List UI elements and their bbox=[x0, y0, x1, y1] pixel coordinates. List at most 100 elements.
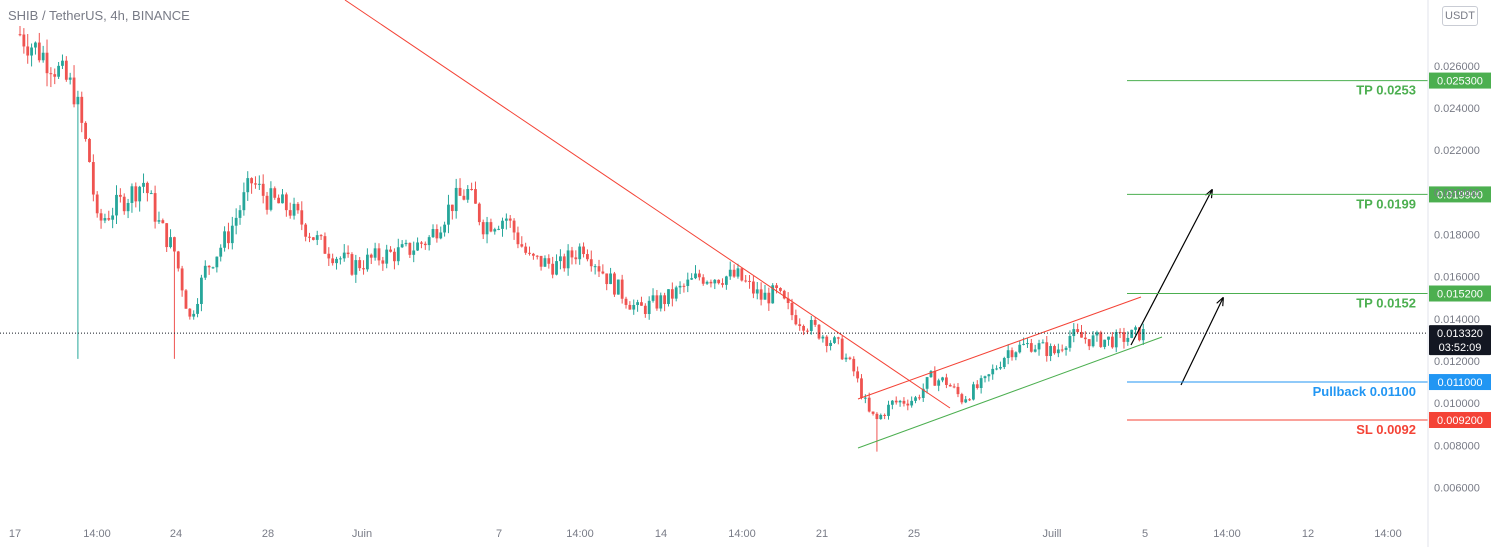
candle-up bbox=[504, 213, 508, 230]
candle-up bbox=[138, 185, 142, 212]
candle-body bbox=[655, 295, 659, 309]
candle-body bbox=[369, 254, 373, 258]
candle-body bbox=[404, 242, 408, 245]
candle-up bbox=[705, 280, 709, 285]
time-axis[interactable]: 17 14:00 24 28 Juin 7 14:00 14 14:00 21 25 Juill 5 14… bbox=[9, 528, 1402, 540]
candle-down bbox=[902, 397, 906, 407]
candle-down bbox=[273, 186, 277, 200]
candle-up bbox=[215, 256, 219, 273]
price-tick-label: 0.016000 bbox=[1434, 272, 1480, 284]
candle-body bbox=[1095, 332, 1099, 336]
candle-body bbox=[667, 289, 670, 305]
candle-down bbox=[744, 275, 748, 283]
candle-up bbox=[925, 376, 929, 394]
candle-body bbox=[883, 414, 887, 416]
candle-up bbox=[443, 221, 446, 237]
candle-up bbox=[616, 279, 620, 295]
candle-down bbox=[1110, 332, 1114, 349]
candle-body bbox=[1130, 329, 1134, 338]
candle-body bbox=[547, 258, 551, 264]
candle-up bbox=[431, 224, 435, 239]
candle-body bbox=[914, 397, 917, 401]
candle-up bbox=[130, 183, 134, 213]
candle-body bbox=[690, 278, 694, 280]
candle-down bbox=[1053, 344, 1056, 355]
candle-body bbox=[972, 384, 975, 400]
candle-down bbox=[369, 253, 373, 265]
candle-down bbox=[350, 252, 354, 276]
candle-body bbox=[752, 281, 755, 294]
candle-down bbox=[99, 208, 103, 229]
candle-body bbox=[269, 188, 273, 210]
candle-body bbox=[952, 386, 956, 388]
candle-up bbox=[211, 266, 215, 269]
price-level: TP 0.0199 0.019900 bbox=[1127, 186, 1491, 211]
candle-down bbox=[748, 275, 751, 289]
candle-down bbox=[786, 292, 790, 310]
candle-down bbox=[825, 335, 829, 353]
level-price-tag bbox=[1429, 411, 1491, 428]
candle-body bbox=[462, 195, 466, 200]
candle-up bbox=[203, 260, 207, 280]
candle-up bbox=[914, 395, 917, 404]
candle-body bbox=[1134, 327, 1137, 330]
candle-body bbox=[64, 60, 68, 80]
candle-body bbox=[979, 378, 983, 388]
candle-up bbox=[686, 272, 690, 293]
candle-down bbox=[1118, 328, 1122, 339]
candle-up bbox=[1033, 344, 1037, 353]
candle-down bbox=[574, 250, 578, 265]
candle-body bbox=[126, 202, 130, 212]
candle-body bbox=[659, 295, 663, 309]
candle-body bbox=[786, 298, 790, 304]
candle-body bbox=[929, 371, 933, 378]
level-label: TP 0.0253 bbox=[1356, 83, 1416, 98]
candle-body bbox=[91, 162, 95, 195]
candle-body bbox=[57, 65, 60, 77]
candle-body bbox=[103, 218, 107, 221]
candle-down bbox=[779, 287, 782, 293]
candle-body bbox=[775, 285, 778, 289]
candle-body bbox=[1103, 339, 1107, 347]
candle-body bbox=[968, 399, 971, 401]
candle-up bbox=[41, 45, 45, 63]
candle-up bbox=[416, 237, 419, 251]
candle-body bbox=[1041, 342, 1045, 344]
candle-body bbox=[474, 189, 477, 204]
candle-down bbox=[408, 242, 412, 258]
candle-body bbox=[613, 273, 616, 295]
candle-down bbox=[948, 383, 952, 387]
candle-body bbox=[817, 324, 821, 339]
candle-body bbox=[396, 247, 400, 262]
candle-body bbox=[1118, 332, 1122, 334]
candle-down bbox=[1045, 336, 1049, 362]
candle-up bbox=[736, 263, 740, 279]
candle-down bbox=[296, 202, 300, 214]
candle-body bbox=[416, 242, 419, 251]
candle-up bbox=[142, 173, 145, 194]
candle-down bbox=[423, 241, 427, 250]
candle-down bbox=[697, 269, 701, 281]
candle-down bbox=[250, 177, 253, 194]
candle-body bbox=[265, 195, 269, 210]
candle-body bbox=[115, 194, 118, 216]
candle-body bbox=[346, 252, 350, 255]
candle-up bbox=[396, 238, 400, 266]
candle-body bbox=[809, 319, 813, 332]
currency-badge[interactable]: USDT bbox=[1442, 6, 1478, 26]
candle-body bbox=[439, 232, 443, 239]
level-price-tag-text: 0.015200 bbox=[1437, 289, 1483, 301]
candle-up bbox=[863, 394, 867, 404]
candle-body bbox=[304, 224, 308, 237]
candle-body bbox=[300, 210, 304, 225]
time-tick-label: 14:00 bbox=[566, 528, 594, 540]
price-axis[interactable]: 0.026000 0.024000 0.022000 0.020000 0.018000… bbox=[1427, 0, 1480, 547]
time-tick-label: Juill bbox=[1043, 528, 1062, 540]
candle-body bbox=[902, 400, 906, 404]
candle-body bbox=[447, 204, 450, 225]
time-tick-label: 21 bbox=[816, 528, 828, 540]
candle-down bbox=[180, 265, 184, 297]
candle-down bbox=[311, 237, 315, 241]
candle-body bbox=[1107, 336, 1110, 340]
